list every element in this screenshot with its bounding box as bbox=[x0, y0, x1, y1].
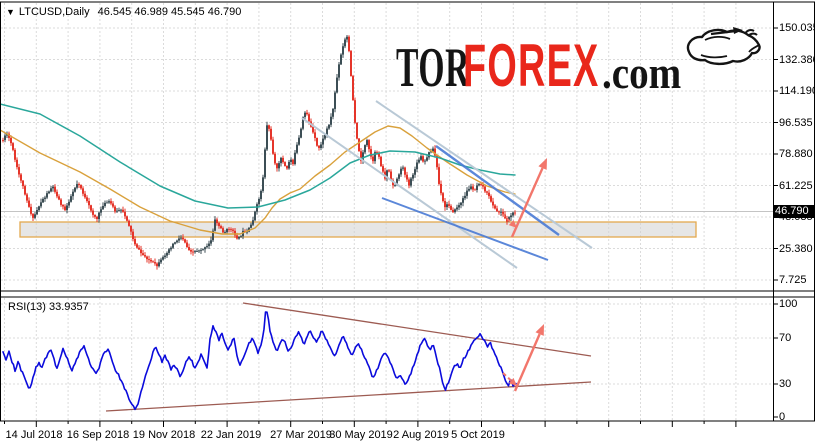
symbol-period-label: LTCUSD,Daily bbox=[18, 6, 90, 18]
price-direction-icon: ▼ bbox=[6, 7, 15, 17]
forecast-arrows[interactable] bbox=[501, 158, 547, 238]
grid-lines bbox=[1, 3, 772, 420]
logo-text-com: .com bbox=[602, 47, 682, 98]
time-label: 16 Sep 2018 bbox=[66, 429, 130, 441]
rsi-wedge-lower bbox=[105, 381, 592, 412]
ohlc-readout: 46.545 46.989 45.545 46.790 bbox=[97, 6, 242, 18]
rsi-scale-label: 100 bbox=[779, 298, 798, 310]
time-label: 2 Aug 2019 bbox=[393, 429, 449, 441]
axis-ticks bbox=[4, 27, 778, 427]
rsi-wedge-lines[interactable] bbox=[105, 302, 592, 412]
rsi-scale-label: 30 bbox=[779, 378, 792, 390]
rsi-indicator-label: RSI(13) 33.9357 bbox=[8, 301, 89, 313]
ma-slow-line bbox=[0, 103, 516, 209]
price-label: 132.380 bbox=[779, 53, 815, 66]
time-label: 19 Nov 2018 bbox=[132, 429, 196, 441]
logo-text-forex: FOREX bbox=[463, 32, 600, 99]
candlestick-series bbox=[2, 34, 516, 270]
price-label: 61.225 bbox=[779, 179, 813, 192]
time-label: 14 Jul 2018 bbox=[5, 429, 63, 441]
rsi-scale-label: 0 bbox=[779, 411, 786, 423]
price-label: 150.035 bbox=[779, 22, 815, 34]
chart-title: ▼ LTCUSD,Daily 46.545 46.989 45.545 46.790 bbox=[6, 6, 241, 18]
channel-upper-silver bbox=[375, 100, 593, 249]
price-label: 78.880 bbox=[779, 148, 813, 160]
trendline-objects[interactable] bbox=[301, 100, 593, 269]
price-label: 96.535 bbox=[779, 116, 813, 129]
watermark-logo: TOR FOREX .com bbox=[394, 27, 772, 100]
logo-text-tor: TOR bbox=[396, 37, 471, 99]
price-label: 25.380 bbox=[779, 242, 813, 255]
price-label: 114.190 bbox=[779, 85, 815, 97]
time-label: 27 Mar 2019 bbox=[270, 429, 332, 441]
price-label: 7.725 bbox=[779, 274, 807, 286]
ma-fast-line bbox=[0, 125, 516, 235]
support-zone[interactable] bbox=[19, 221, 697, 238]
rsi-arrows[interactable] bbox=[502, 324, 544, 392]
time-label: 5 Oct 2019 bbox=[451, 429, 505, 441]
rsi-scale-label: 70 bbox=[779, 332, 792, 344]
current-price-badge: 46.790 bbox=[774, 205, 815, 218]
time-label: 30 May 2019 bbox=[329, 429, 393, 441]
channel-lower-silver bbox=[301, 117, 518, 269]
time-label: 22 Jan 2019 bbox=[200, 429, 262, 441]
support-blue-flat bbox=[381, 197, 549, 261]
resistance-blue-steep bbox=[435, 145, 560, 236]
bull-icon bbox=[686, 27, 761, 66]
rsi-line bbox=[2, 311, 517, 411]
